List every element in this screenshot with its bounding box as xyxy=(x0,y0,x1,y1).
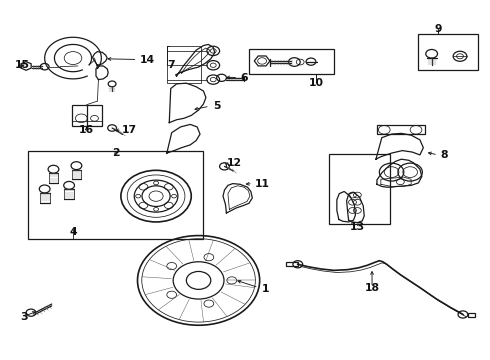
Text: 5: 5 xyxy=(213,102,220,112)
Text: 6: 6 xyxy=(240,73,248,83)
Bar xyxy=(377,125,425,134)
Text: 14: 14 xyxy=(140,55,155,65)
Text: 15: 15 xyxy=(14,60,29,70)
Text: 10: 10 xyxy=(308,78,323,88)
Bar xyxy=(27,151,203,239)
Text: 3: 3 xyxy=(20,312,28,322)
Text: 16: 16 xyxy=(78,125,94,135)
Text: 2: 2 xyxy=(112,148,120,158)
Bar xyxy=(167,45,201,83)
Bar xyxy=(249,49,334,74)
Text: 17: 17 xyxy=(122,125,137,135)
Bar xyxy=(72,105,102,126)
Text: 7: 7 xyxy=(167,60,174,70)
Text: 1: 1 xyxy=(262,284,270,294)
Bar xyxy=(468,313,475,317)
Text: 12: 12 xyxy=(227,158,242,168)
Text: 4: 4 xyxy=(69,227,77,237)
Text: 18: 18 xyxy=(365,283,380,293)
Text: 13: 13 xyxy=(350,222,365,232)
Text: 8: 8 xyxy=(441,150,448,160)
Bar xyxy=(329,154,390,224)
Bar xyxy=(418,35,478,69)
Bar xyxy=(286,262,298,266)
Text: 9: 9 xyxy=(434,24,442,35)
Text: 11: 11 xyxy=(255,179,270,189)
